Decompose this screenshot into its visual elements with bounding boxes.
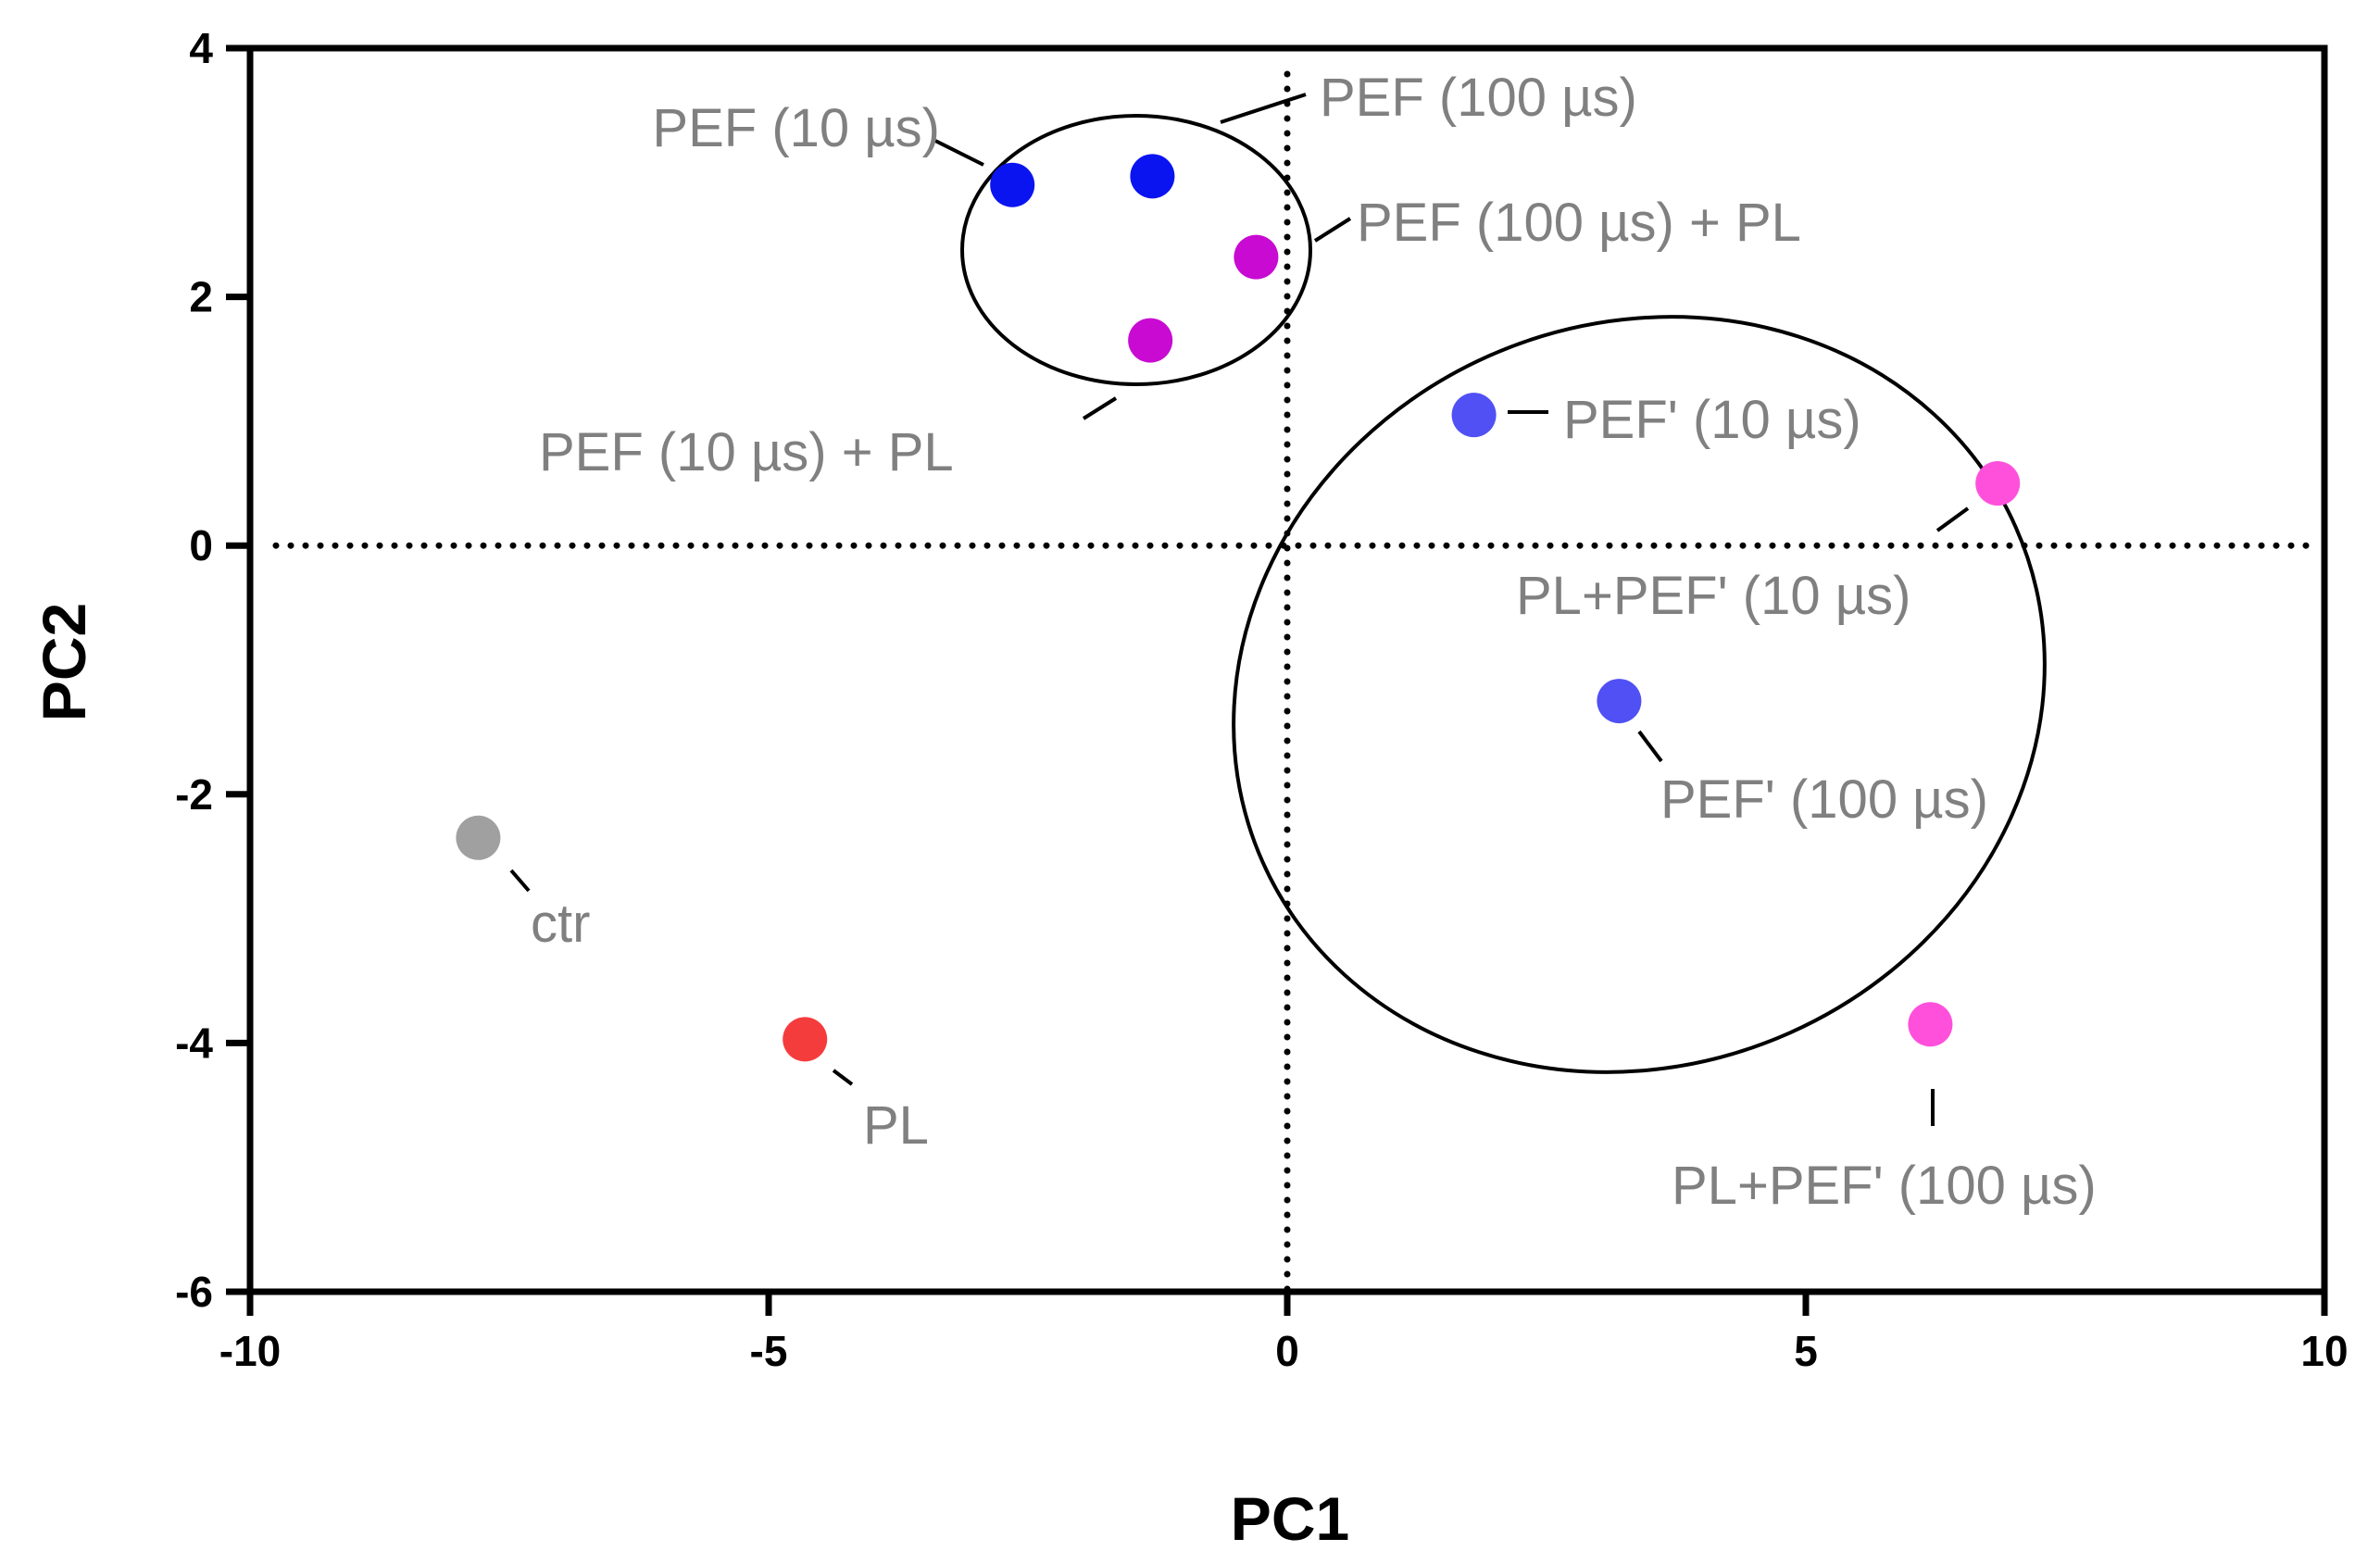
cluster-ellipse-pef-prime xyxy=(1232,315,2047,1074)
y-tick-label: 4 xyxy=(189,24,213,72)
data-point xyxy=(1975,461,2021,507)
data-point xyxy=(783,1017,828,1062)
data-point xyxy=(1234,234,1279,280)
data-point-label: PL xyxy=(863,1095,929,1156)
y-axis-title: PC2 xyxy=(30,603,98,721)
label-leader-lines xyxy=(509,93,1970,1126)
x-tick-label: 0 xyxy=(1275,1327,1299,1375)
cluster-ellipses xyxy=(960,114,2047,1074)
leader-line xyxy=(1082,396,1118,420)
y-tick-label: -4 xyxy=(175,1019,213,1067)
data-point-label: PL+PEF' (10 µs) xyxy=(1516,566,1910,626)
leader-line xyxy=(1935,507,1970,532)
x-tick-label: 5 xyxy=(1794,1327,1818,1375)
x-tick-label: -10 xyxy=(219,1327,281,1375)
x-tick-label: 10 xyxy=(2300,1327,2348,1375)
data-point-label: PEF (10 µs) xyxy=(652,98,940,158)
leader-line xyxy=(1313,217,1352,243)
y-tick-label: 0 xyxy=(189,521,213,569)
data-point xyxy=(1908,1002,1953,1047)
axis-ticks: -10 -5 0 5 10 -6 -4 -2 0 2 4 xyxy=(175,24,2348,1375)
data-point xyxy=(456,815,501,860)
data-point-label: PEF' (10 µs) xyxy=(1563,390,1861,450)
y-tick-label: -2 xyxy=(175,770,213,819)
data-point-label: ctr xyxy=(531,894,590,954)
leader-line xyxy=(509,869,531,893)
y-tick-label: -6 xyxy=(175,1268,213,1316)
data-point xyxy=(1597,679,1642,724)
data-point-label: PL+PEF' (100 µs) xyxy=(1672,1156,2097,1216)
y-tick-label: 2 xyxy=(189,273,213,321)
x-axis-title: PC1 xyxy=(1231,1484,1349,1551)
data-points xyxy=(456,154,2021,1062)
leader-line xyxy=(1220,93,1307,124)
leader-line xyxy=(934,139,984,167)
data-point-label: PEF (100 µs) + PL xyxy=(1357,193,1801,253)
data-point xyxy=(990,162,1035,207)
leader-line xyxy=(832,1069,854,1086)
data-point-label: PEF (10 µs) + PL xyxy=(539,422,954,482)
x-tick-label: -5 xyxy=(750,1327,788,1375)
data-point xyxy=(1128,318,1173,363)
data-point xyxy=(1130,154,1175,199)
leader-line xyxy=(1637,730,1663,763)
cluster-ellipse-pef xyxy=(960,114,1312,386)
reference-lines xyxy=(272,70,2319,1295)
data-point-label: PEF (100 µs) xyxy=(1320,68,1637,128)
data-point xyxy=(1451,393,1497,438)
data-point-label: PEF' (100 µs) xyxy=(1660,769,1988,830)
data-point-labels: PEF (10 µs) PEF (100 µs) PEF (100 µs) + PL… xyxy=(531,68,2097,1216)
